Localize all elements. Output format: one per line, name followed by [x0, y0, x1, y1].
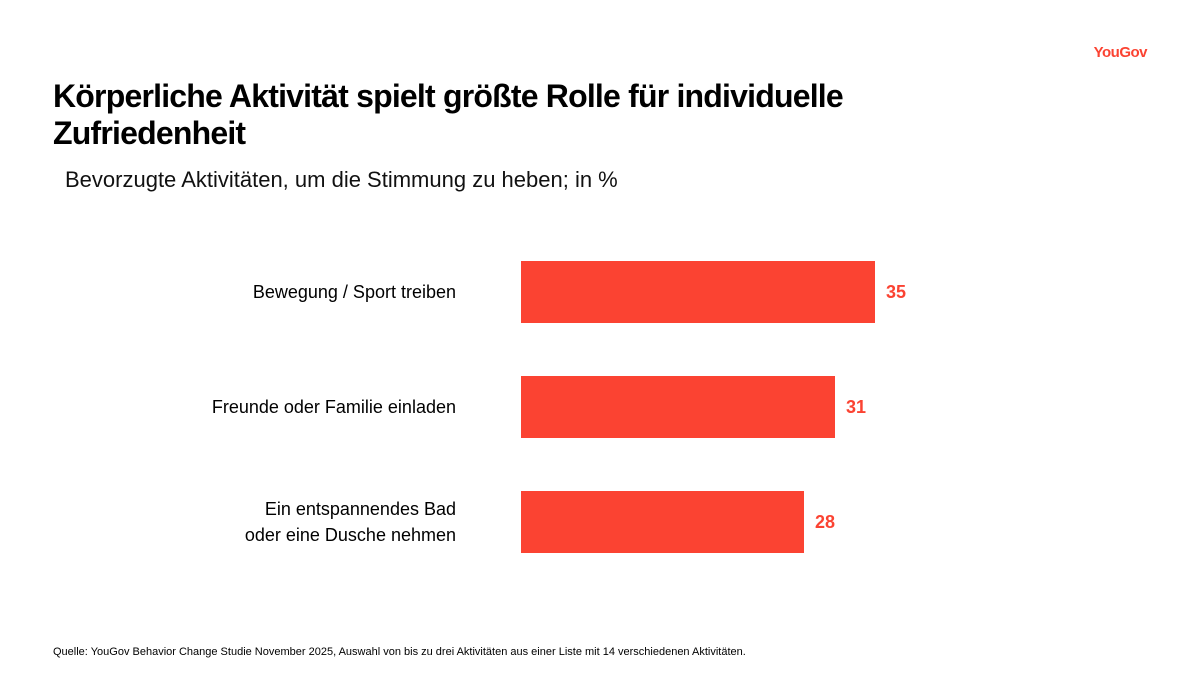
bar	[521, 261, 875, 323]
bar	[521, 491, 804, 553]
category-label: Bewegung / Sport treiben	[252, 282, 456, 302]
category-label: Freunde oder Familie einladen	[211, 397, 456, 417]
chart-subtitle: Bevorzugte Aktivitäten, um die Stimmung …	[65, 167, 618, 192]
bar-row: Ein entspannendes Bad oder eine Dusche n…	[0, 491, 1200, 553]
yougov-logo: YouGov	[1093, 44, 1148, 61]
value-label: 35	[886, 281, 907, 302]
bar-row: Bewegung / Sport treiben 35	[0, 261, 1200, 323]
bar	[521, 376, 835, 438]
chart-title: Körperliche Aktivität spielt größte Roll…	[53, 78, 844, 151]
source-note: Quelle: YouGov Behavior Change Studie No…	[53, 646, 746, 658]
category-label: Ein entspannendes Bad oder eine Dusche n…	[244, 499, 456, 545]
value-label: 28	[815, 511, 836, 532]
bar-row: Freunde oder Familie einladen 31	[0, 376, 1200, 438]
value-label: 31	[846, 396, 867, 417]
bar-chart: Bewegung / Sport treiben 35 Freunde oder…	[0, 261, 1200, 553]
